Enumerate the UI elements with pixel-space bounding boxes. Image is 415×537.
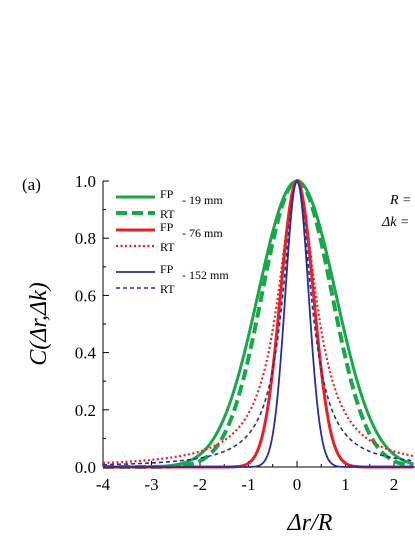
legend-label-fp: FP	[160, 262, 174, 276]
legend-label-rt: RT	[160, 282, 175, 296]
legend-label-rt: RT	[160, 240, 175, 254]
x-tick-label: 0	[293, 475, 302, 494]
x-tick-label: 2	[390, 475, 399, 494]
x-axis-label: Δr/R	[287, 510, 333, 536]
annotation-r: R =	[389, 193, 412, 208]
series-group	[102, 178, 414, 469]
x-tick-label: 1	[341, 475, 350, 494]
legend-label-suffix: - 76 mm	[182, 226, 223, 240]
y-tick-label: 0.4	[75, 344, 97, 363]
series-line-5	[102, 179, 414, 466]
series-line-4	[103, 179, 414, 468]
y-axis-label: C(Δr,Δk)	[26, 282, 52, 366]
y-tick-label: 0.2	[75, 401, 96, 420]
legend-label-fp: FP	[160, 220, 174, 234]
x-tick-label: -3	[144, 475, 158, 494]
series-line-3	[102, 179, 414, 465]
legend-label-rt: RT	[160, 207, 175, 221]
legend-label-fp: FP	[160, 187, 174, 201]
legend-label-suffix: - 19 mm	[182, 193, 223, 207]
axes	[102, 181, 415, 468]
x-tick-label: -2	[193, 475, 207, 494]
y-tick-label: 1.0	[75, 172, 96, 191]
annotation-dk: Δk =	[381, 215, 409, 230]
series-line-1	[103, 178, 414, 469]
y-tick-label: 0.0	[75, 458, 96, 477]
x-tick-label: -1	[241, 475, 255, 494]
y-tick-label: 0.8	[75, 229, 96, 248]
panel-label: (a)	[22, 175, 41, 194]
x-tick-label: -4	[96, 475, 111, 494]
y-tick-label: 0.6	[75, 286, 96, 305]
legend-label-suffix: - 152 mm	[182, 268, 229, 282]
